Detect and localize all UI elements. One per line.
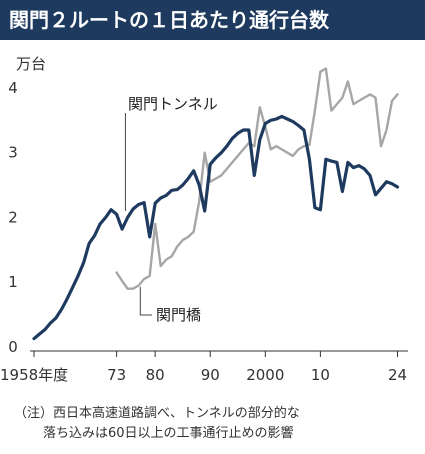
annotation-tunnel-label: 関門トンネル bbox=[128, 95, 218, 113]
x-tick-label: 73 bbox=[107, 366, 126, 384]
x-tick-label: 10 bbox=[311, 366, 330, 384]
chart-title: 関門２ルートの１日あたり通行台数 bbox=[0, 0, 425, 40]
footnote-line-2: 落ち込みは60日以上の工事通行止めの影響 bbox=[43, 426, 294, 441]
series-line-tunnel bbox=[32, 114, 400, 341]
y-tick-label: 2 bbox=[8, 208, 18, 226]
y-tick-label: 0 bbox=[8, 338, 18, 356]
x-tick-label: 2000 bbox=[246, 366, 284, 384]
footnote: （注）西日本高速道路調べ、トンネルの部分的な 落ち込みは60日以上の工事通行止め… bbox=[14, 404, 414, 444]
y-tick-label: 4 bbox=[8, 79, 18, 97]
footnote-line-1: （注）西日本高速道路調べ、トンネルの部分的な bbox=[14, 406, 300, 421]
y-tick-label: 1 bbox=[8, 273, 18, 291]
y-tick-label: 3 bbox=[8, 144, 18, 162]
x-tick-label: 80 bbox=[146, 366, 165, 384]
x-tick-label: 24 bbox=[388, 366, 407, 384]
annotation-bridge-leader bbox=[139, 286, 152, 316]
series-layer bbox=[32, 67, 400, 341]
y-axis-ticks: 0 1 2 3 4 bbox=[8, 79, 18, 356]
annotation-bridge-label: 関門橋 bbox=[156, 306, 201, 324]
y-axis-unit-label: 万台 bbox=[16, 55, 46, 73]
x-tick-label: 90 bbox=[201, 366, 220, 384]
x-tick-label: 1958年度 bbox=[0, 366, 68, 384]
x-axis-ticks: 1958年度 73 80 90 2000 10 24 bbox=[0, 351, 407, 384]
series-line-bridge bbox=[115, 67, 399, 290]
